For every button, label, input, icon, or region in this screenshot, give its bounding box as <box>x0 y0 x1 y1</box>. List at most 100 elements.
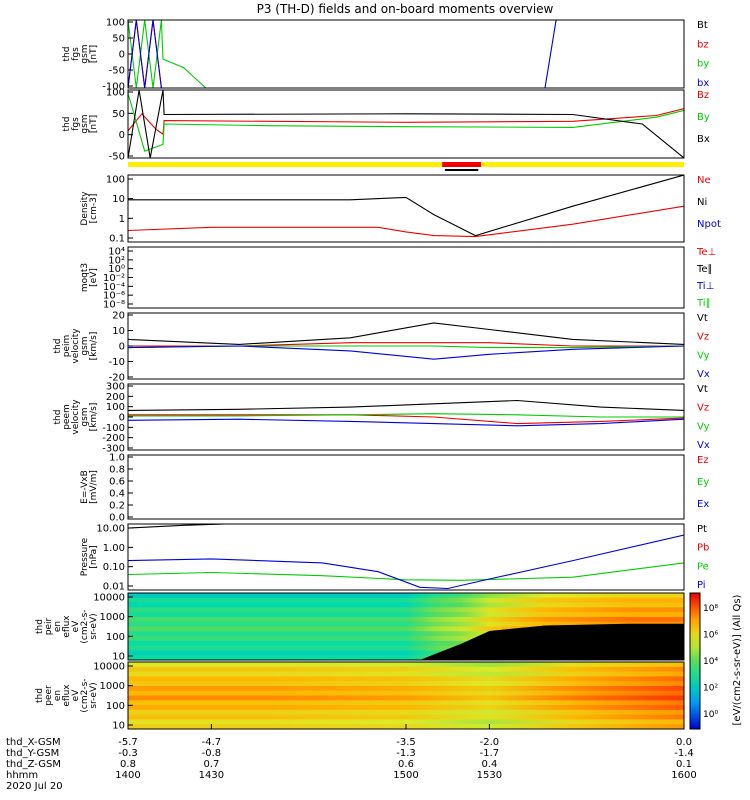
panel-frame <box>127 246 685 309</box>
y-axis-label: eflux <box>62 615 72 638</box>
y-axis-label: peim <box>62 335 72 358</box>
x-tick-label: -1.4 <box>674 748 694 759</box>
series-Pi <box>128 534 684 590</box>
colorbar-tick: 10² <box>703 684 718 694</box>
colorbar: 10⁸ 10⁶ 10⁴ 10² 10⁰ [eV/(cm2-s-sr-eV)] (All Q… <box>689 592 743 730</box>
y-tick-label: 0.10 <box>103 562 125 573</box>
x-tick-label: 0.0 <box>676 737 692 748</box>
y-axis-label: [eV] <box>89 268 99 287</box>
y-axis-label: thd <box>53 339 63 354</box>
y-tick-label: 100 <box>106 632 125 643</box>
panel-pressure: 10.00 1.00 0.10 0.01 Pressure [nPa] Pt Pb Pe Pi <box>80 523 709 593</box>
x-row-label: thd_Z-GSM <box>6 759 61 770</box>
y-tick-label: 10 <box>112 326 125 337</box>
y-tick-label: 0.01 <box>103 582 125 593</box>
series-Vx <box>128 345 684 360</box>
y-tick-label: 100 <box>106 175 125 186</box>
eclipse-bar <box>444 169 479 171</box>
series-Vt <box>128 399 684 411</box>
legend-Ex: Ex <box>697 499 709 510</box>
spectrogram-band <box>128 636 684 642</box>
y-axis-label: velocity <box>71 328 81 364</box>
y-tick-label: 0 <box>119 50 125 61</box>
y-axis-label: thd <box>62 117 72 132</box>
y-axis-label: eV <box>71 689 81 702</box>
spectrogram-band <box>128 607 684 613</box>
y-tick-label: 200 <box>106 392 125 403</box>
lines-density <box>128 175 684 238</box>
spectrogram-band <box>128 671 684 677</box>
date-label: 2020 Jul 20 <box>6 781 63 792</box>
y-tick-label: 100 <box>106 701 125 712</box>
y-tick-label: 10⁰ <box>108 264 125 275</box>
panel-density: 100 10 1 0.1 Density [cm-3] Ne Ni Npot <box>80 174 721 245</box>
legend-Vz: Vz <box>697 403 709 414</box>
lines-fgs_gsm <box>128 20 557 88</box>
spectrogram-band <box>128 602 684 608</box>
x-tick-label: -4.7 <box>202 737 222 748</box>
spectrogram-band <box>128 666 684 673</box>
legend-Pt: Pt <box>697 524 707 535</box>
legend-Ti∥: Ti∥ <box>696 298 711 309</box>
lines-fgs_gsm_zoom <box>128 90 684 158</box>
y-tick-label: 100 <box>106 18 125 29</box>
y-axis-label: velocity <box>71 399 81 435</box>
y-axis-label: fgs <box>71 117 81 131</box>
legend-Pe: Pe <box>697 561 709 572</box>
y-tick-label: 0 <box>119 342 125 353</box>
y-axis-label: peer <box>44 685 54 706</box>
colorbar-tick: 10⁶ <box>703 631 718 641</box>
panel-peer_spectrogram: 10000 1000 100 10 thd peer en eflux eV (cm2-s-sr-… <box>35 661 685 732</box>
y-axis-label: gsm <box>80 407 90 426</box>
legend-Ne: Ne <box>697 175 711 186</box>
series-Ne <box>128 205 684 238</box>
series-bz <box>128 20 162 88</box>
panel-peim_velocity: 20 10 0 -10 -20 thd peim velocity gsm [km/s] Vt Vz V… <box>53 311 710 384</box>
spectrogram-band <box>128 616 684 623</box>
y-tick-label: 10⁻⁴ <box>103 282 125 293</box>
legend-Bt: Bt <box>697 20 708 31</box>
y-tick-label: -50 <box>109 152 125 163</box>
spectrogram-band <box>128 597 684 604</box>
series-Vz <box>128 414 684 425</box>
x-tick-label: -5.7 <box>118 737 138 748</box>
legend-Bz: Bz <box>697 90 709 101</box>
spectrogram-band <box>128 700 684 706</box>
spectrogram-band <box>128 662 684 668</box>
x-row-label: thd_X-GSM <box>6 737 61 748</box>
y-tick-label: 1 <box>119 214 125 225</box>
burst-bar <box>442 162 482 167</box>
x-tick-label: 1400 <box>115 770 140 781</box>
series-Ni <box>128 175 684 237</box>
x-tick-label: 1500 <box>393 770 418 781</box>
y-axis-label: moqt3 <box>80 263 90 292</box>
y-tick-label: 10⁻² <box>103 273 125 284</box>
spectrogram-band <box>128 705 684 711</box>
spectrogram-band <box>128 621 684 628</box>
y-axis-label: eV <box>71 620 81 633</box>
series-by <box>128 20 207 88</box>
y-axis-label: (cm2-s- <box>80 678 90 712</box>
colorbar-scale <box>689 592 701 730</box>
figure-title: P3 (TH-D) fields and on-board moments ov… <box>257 2 554 16</box>
series-Vy <box>128 413 684 418</box>
y-tick-label: 20 <box>112 311 125 322</box>
legend-By: By <box>697 112 710 123</box>
series-Bz <box>128 108 684 136</box>
series-Vx <box>128 418 684 427</box>
status-bars <box>128 162 684 171</box>
y-axis-label: [nT] <box>89 115 99 133</box>
y-tick-label: 50 <box>112 109 125 120</box>
heatmap-peer_spectrogram <box>128 662 684 729</box>
legend-Npot: Npot <box>697 219 721 230</box>
x-tick-label: -3.5 <box>396 737 416 748</box>
series-Bx <box>128 90 684 158</box>
spectrogram-band <box>128 626 684 632</box>
legend-Vz: Vz <box>697 332 709 343</box>
y-axis-label: gsm <box>80 114 90 133</box>
colorbar-tick: 10⁰ <box>703 710 718 720</box>
y-tick-label: -300 <box>102 444 125 455</box>
spectrogram-band <box>128 690 684 697</box>
y-axis-label: [mV/m] <box>89 470 99 504</box>
y-tick-label: 100 <box>106 402 125 413</box>
